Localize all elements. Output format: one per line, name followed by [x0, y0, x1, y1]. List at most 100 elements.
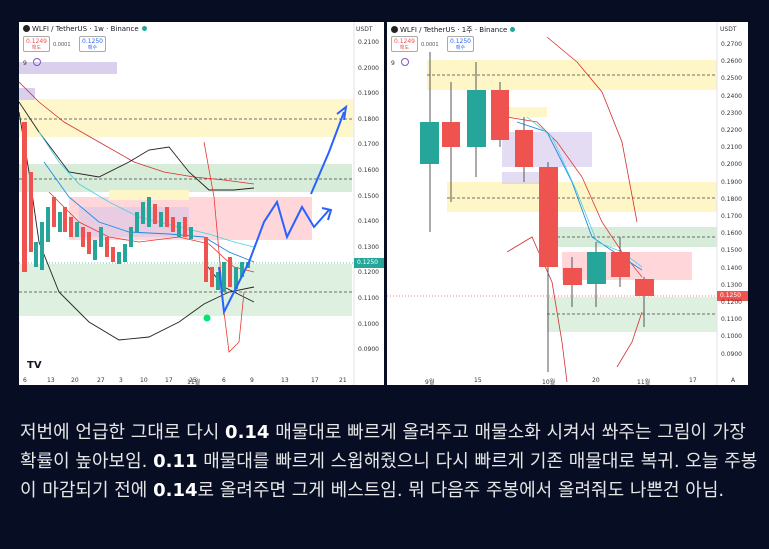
- time-axis-label: 10: [140, 377, 148, 384]
- candle: [34, 242, 38, 267]
- currency-label: USDT: [720, 26, 737, 33]
- price-axis-label: 0.1900: [358, 90, 379, 98]
- green-zone: [547, 297, 717, 332]
- green-zone: [19, 264, 352, 316]
- projection-path-upper: [310, 111, 345, 195]
- spread-value: 0.0001: [421, 42, 439, 48]
- time-axis-label: 10월: [542, 379, 556, 385]
- current-price-label: 0.1250: [357, 259, 378, 266]
- indicator-legend[interactable]: 9: [23, 58, 41, 67]
- candle: [69, 217, 73, 237]
- indicator-legend[interactable]: 9: [391, 58, 409, 67]
- bollinger-upper: [19, 81, 255, 185]
- left-chart-panel[interactable]: WLFI / TetherUS · 1w · Binance 0.1249 매도 …: [19, 22, 384, 385]
- current-price-tag: [354, 258, 384, 268]
- indicator-settings-icon[interactable]: [32, 58, 41, 66]
- price-axis-label: 0.1000: [721, 333, 742, 341]
- indicator-settings-icon[interactable]: [400, 58, 409, 66]
- projection-path: [218, 199, 330, 316]
- spread-value: 0.0001: [53, 42, 71, 48]
- price-axis-label: 0.1900: [721, 178, 742, 186]
- price-axis-label: 0.1700: [358, 141, 379, 149]
- arrow-head-icon: [336, 104, 348, 121]
- price-axis-label: 0.1100: [358, 295, 379, 302]
- time-axis-label: 15: [474, 377, 482, 384]
- bollinger-lower: [506, 236, 568, 383]
- market-status-icon: [510, 27, 516, 32]
- candle: [228, 257, 232, 287]
- price-axis-label: 0.1800: [721, 195, 742, 203]
- candle: [22, 122, 27, 272]
- candle: [491, 90, 509, 140]
- price-axis-label: 0.1300: [358, 243, 379, 251]
- time-axis-label: 21: [339, 377, 347, 384]
- candle: [105, 237, 109, 257]
- candle: [141, 202, 145, 224]
- right-chart-canvas[interactable]: [387, 22, 748, 385]
- right-chart-panel[interactable]: WLFI / TetherUS · 1주 · Binance 0.1249 매도 …: [387, 22, 748, 385]
- price-axis-label: 0.1700: [721, 213, 742, 220]
- candle: [171, 217, 175, 232]
- candle: [123, 244, 127, 262]
- candle: [222, 262, 226, 292]
- sell-price-button[interactable]: 0.1249 매도: [391, 36, 418, 52]
- bollinger-lower-b: [616, 311, 643, 368]
- price-axis-label: 0.1800: [358, 115, 379, 123]
- tradingview-logo: TV: [27, 360, 42, 371]
- time-axis-label: 27: [97, 377, 105, 384]
- candle: [63, 207, 67, 232]
- left-chart-canvas[interactable]: [19, 22, 384, 385]
- time-axis-label: 13: [281, 377, 289, 384]
- price-axis-label: 0.1600: [358, 167, 379, 174]
- candle: [177, 222, 181, 237]
- chart-title: WLFI / TetherUS · 1w · Binance: [23, 25, 147, 33]
- yellow-zone: [447, 182, 717, 212]
- price-axis-label: 0.1300: [721, 281, 742, 289]
- candle: [165, 207, 169, 227]
- candle: [52, 197, 56, 227]
- symbol-logo-icon: [23, 25, 30, 32]
- time-axis-label: 6: [23, 377, 27, 384]
- buy-price-button[interactable]: 0.1250 매수: [79, 36, 106, 52]
- candle: [587, 252, 606, 284]
- candle: [40, 222, 44, 270]
- price-axis-label: 0.0900: [721, 350, 742, 358]
- price-axis-label: 0.2300: [721, 109, 742, 117]
- bollinger-upper: [546, 36, 638, 223]
- candle: [81, 227, 85, 247]
- candle: [611, 252, 630, 277]
- candle: [539, 167, 558, 267]
- candle: [420, 122, 439, 164]
- time-axis-label: 9월: [425, 379, 435, 385]
- candles: [420, 52, 654, 372]
- sell-price-button[interactable]: 0.1249 매도: [23, 36, 50, 52]
- candle: [93, 240, 97, 260]
- yellow-zone: [19, 99, 354, 137]
- candle: [87, 232, 91, 254]
- price-axis-label: 0.2200: [721, 127, 742, 134]
- time-axis-label: 11월: [637, 379, 651, 385]
- price-axis-label: 0.0900: [358, 346, 379, 354]
- yellow-zone: [109, 190, 189, 200]
- purple-zone: [19, 88, 35, 100]
- candle: [189, 227, 193, 239]
- buy-price-button[interactable]: 0.1250 매수: [447, 36, 474, 52]
- time-axis-label: 17: [689, 377, 697, 384]
- candle: [216, 272, 220, 290]
- candle: [210, 267, 214, 287]
- candle: [75, 222, 79, 237]
- candle: [29, 172, 33, 252]
- bollinger-lower: [19, 111, 255, 341]
- candle: [635, 279, 654, 296]
- current-price-tag: [717, 291, 748, 301]
- chart-title: WLFI / TetherUS · 1주 · Binance: [391, 25, 516, 35]
- time-axis-label: 17: [311, 377, 319, 384]
- currency-label: USDT: [356, 26, 373, 33]
- time-axis-label: 20: [592, 377, 600, 384]
- time-axis-label: 13: [47, 377, 55, 384]
- candle: [99, 227, 103, 247]
- price-axis-label: 0.1200: [721, 299, 742, 306]
- symbol-logo-icon: [391, 26, 398, 33]
- candle: [147, 197, 151, 227]
- price-axis-label: 0.2400: [721, 92, 742, 100]
